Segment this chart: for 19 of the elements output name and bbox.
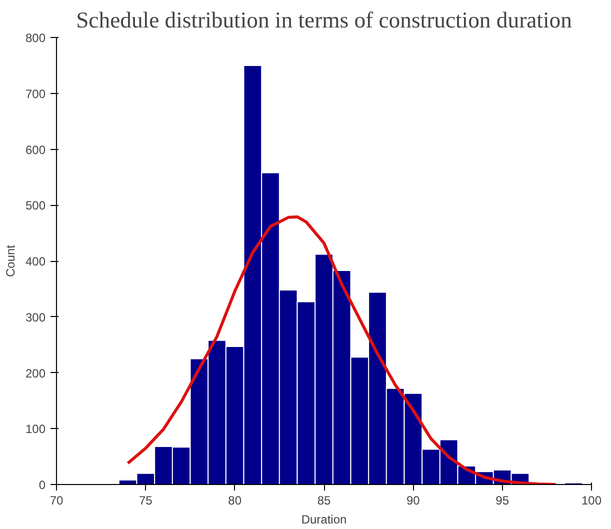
y-tick-label: 200 xyxy=(25,366,46,380)
y-axis-title: Count xyxy=(3,244,18,278)
y-tick-label: 400 xyxy=(25,254,46,268)
y-tick-label: 0 xyxy=(38,478,46,492)
x-tick-label: 80 xyxy=(228,494,242,508)
x-tick-label: 75 xyxy=(138,494,153,508)
y-tick-label: 800 xyxy=(25,31,46,45)
chart-title: Schedule distribution in terms of construction duration xyxy=(76,8,572,32)
x-tick-label: 70 xyxy=(50,494,64,508)
x-tick-label: 95 xyxy=(496,494,510,508)
y-tick-label: 300 xyxy=(25,310,46,324)
x-tick-label: 100 xyxy=(581,494,602,508)
y-tick-label: 100 xyxy=(25,422,46,436)
x-axis-title: Duration xyxy=(301,512,347,526)
x-tick-label: 85 xyxy=(317,494,331,508)
x-tick-label: 90 xyxy=(406,494,420,508)
y-tick-label: 500 xyxy=(25,198,46,213)
y-tick-label: 700 xyxy=(25,86,46,101)
y-tick-label: 600 xyxy=(25,142,46,157)
